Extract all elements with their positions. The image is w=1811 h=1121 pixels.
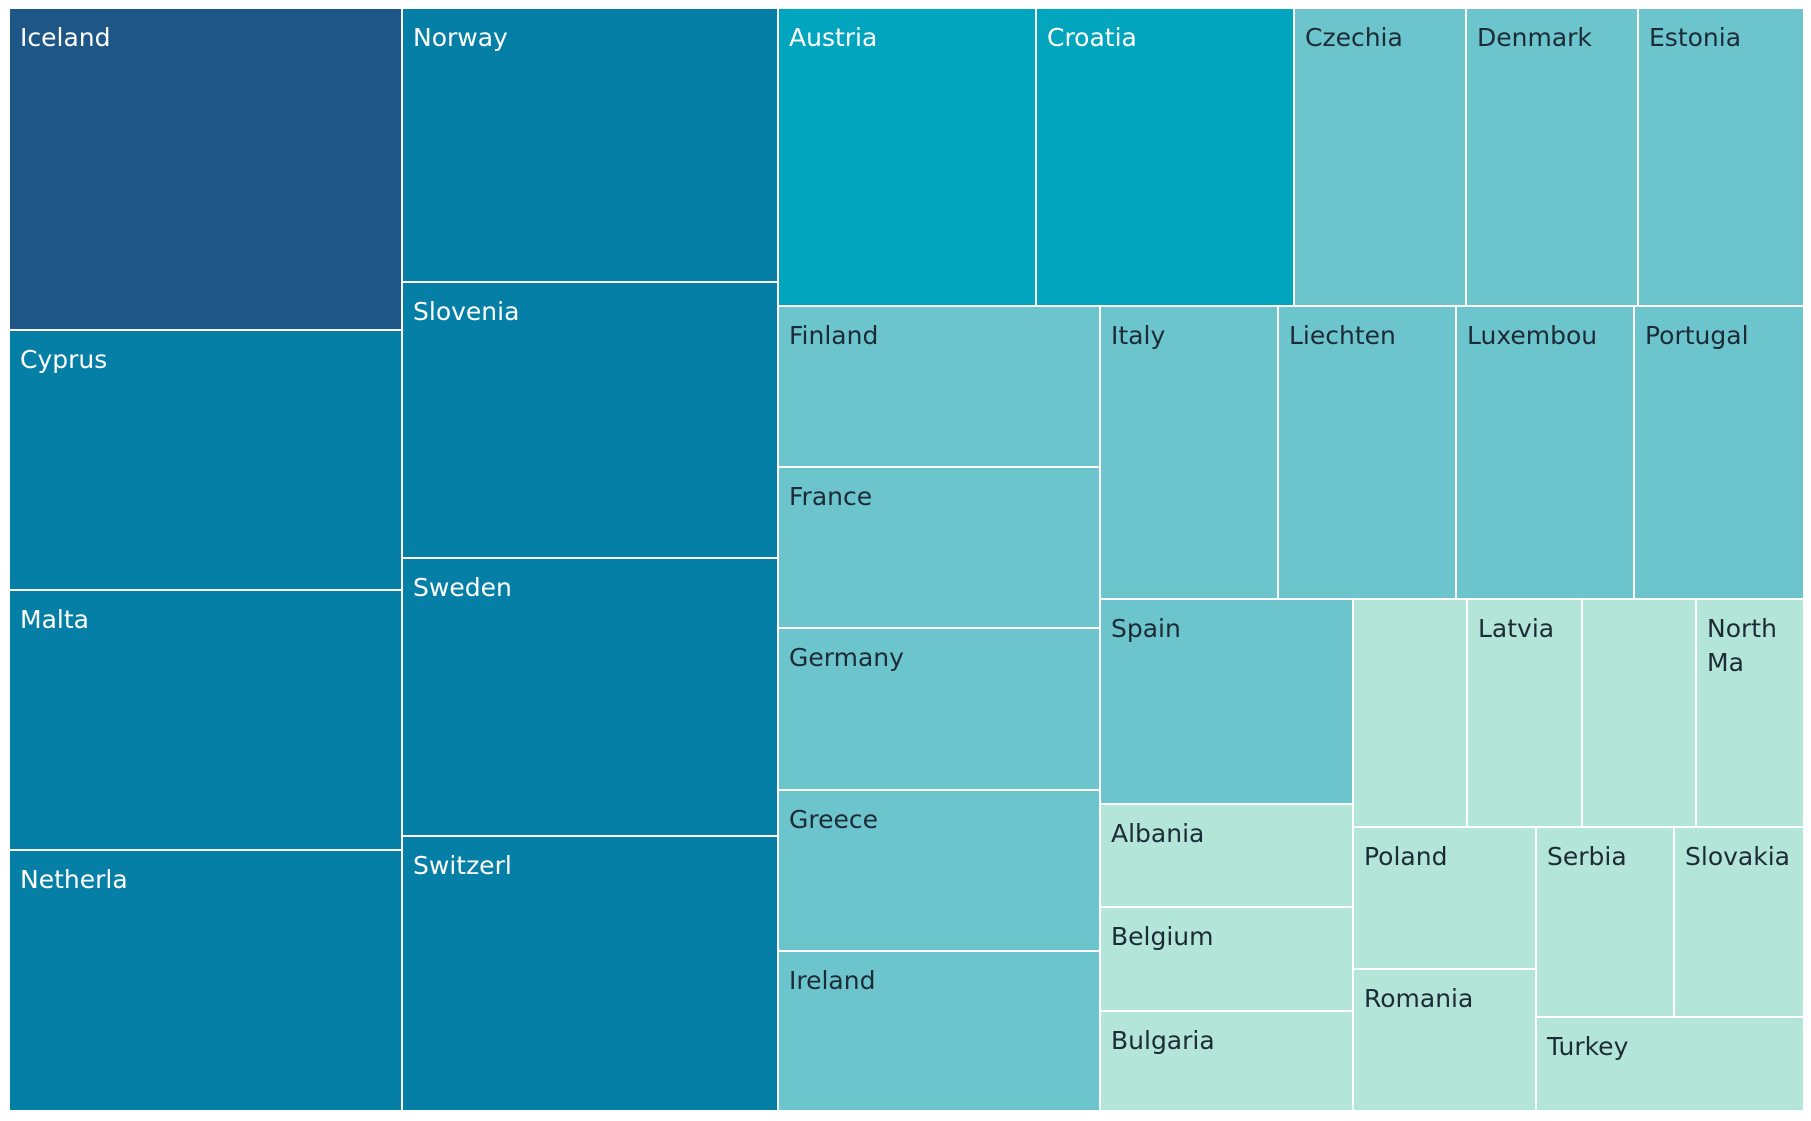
treemap-label-spain: Spain bbox=[1111, 614, 1181, 643]
treemap-label-slovakia: Slovakia bbox=[1685, 842, 1790, 871]
treemap-tile-albania bbox=[1099, 803, 1354, 908]
treemap-tile-romania bbox=[1352, 968, 1537, 1112]
treemap-label-estonia: Estonia bbox=[1649, 23, 1741, 52]
treemap-label-finland: Finland bbox=[789, 321, 878, 350]
treemap-tile-luxembou bbox=[1455, 305, 1635, 600]
treemap-tile-belgium bbox=[1099, 906, 1354, 1012]
treemap-tile-germany bbox=[777, 627, 1101, 791]
treemap-tile-switzerl bbox=[401, 835, 779, 1112]
treemap-label-north-ma: North Ma bbox=[1707, 614, 1777, 677]
treemap-tile-cyprus bbox=[8, 329, 403, 591]
treemap-label-liechten: Liechten bbox=[1289, 321, 1396, 350]
treemap-tile-unlabeled-28 bbox=[1581, 598, 1697, 828]
treemap-label-romania: Romania bbox=[1364, 984, 1473, 1013]
treemap-tile-austria bbox=[777, 7, 1037, 307]
treemap-label-latvia: Latvia bbox=[1478, 614, 1554, 643]
treemap-tile-slovenia bbox=[401, 281, 779, 559]
treemap-tile-malta bbox=[8, 589, 403, 851]
treemap-label-austria: Austria bbox=[789, 23, 877, 52]
treemap-tile-sweden bbox=[401, 557, 779, 837]
treemap-label-ireland: Ireland bbox=[789, 966, 875, 995]
treemap-tile-north-ma bbox=[1695, 598, 1805, 828]
treemap-tile-czechia bbox=[1293, 7, 1467, 307]
treemap-label-switzerl: Switzerl bbox=[413, 851, 512, 880]
treemap-label-bulgaria: Bulgaria bbox=[1111, 1026, 1215, 1055]
treemap-tile-portugal bbox=[1633, 305, 1805, 600]
treemap-label-slovenia: Slovenia bbox=[413, 297, 519, 326]
treemap-label-serbia: Serbia bbox=[1547, 842, 1627, 871]
treemap-tile-bulgaria bbox=[1099, 1010, 1354, 1112]
treemap-tile-estonia bbox=[1637, 7, 1805, 307]
treemap-label-netherla: Netherla bbox=[20, 865, 128, 894]
treemap-tile-latvia bbox=[1466, 598, 1583, 828]
treemap-tile-liechten bbox=[1277, 305, 1457, 600]
treemap-tile-unlabeled-26 bbox=[1352, 598, 1468, 828]
treemap-tile-poland bbox=[1352, 826, 1537, 970]
treemap-tile-denmark bbox=[1465, 7, 1639, 307]
treemap-tile-slovakia bbox=[1673, 826, 1805, 1018]
treemap-label-cyprus: Cyprus bbox=[20, 345, 107, 374]
treemap-label-norway: Norway bbox=[413, 23, 508, 52]
treemap-tile-spain bbox=[1099, 598, 1354, 805]
treemap-label-czechia: Czechia bbox=[1305, 23, 1403, 52]
treemap-label-sweden: Sweden bbox=[413, 573, 512, 602]
treemap-label-iceland: Iceland bbox=[20, 23, 110, 52]
treemap-label-luxembou: Luxembou bbox=[1467, 321, 1597, 350]
treemap-label-denmark: Denmark bbox=[1477, 23, 1592, 52]
treemap-label-malta: Malta bbox=[20, 605, 89, 634]
treemap-label-france: France bbox=[789, 482, 872, 511]
treemap-tile-italy bbox=[1099, 305, 1279, 600]
treemap-label-italy: Italy bbox=[1111, 321, 1165, 350]
treemap-label-albania: Albania bbox=[1111, 819, 1204, 848]
treemap-label-germany: Germany bbox=[789, 643, 904, 672]
treemap-label-belgium: Belgium bbox=[1111, 922, 1214, 951]
treemap-tile-finland bbox=[777, 305, 1101, 468]
treemap-tile-netherla bbox=[8, 849, 403, 1112]
treemap-label-turkey: Turkey bbox=[1546, 1032, 1629, 1061]
treemap-tile-turkey bbox=[1535, 1016, 1805, 1112]
treemap-tile-norway bbox=[401, 7, 779, 283]
treemap-label-portugal: Portugal bbox=[1645, 321, 1749, 350]
treemap-tile-ireland bbox=[777, 950, 1101, 1112]
treemap-tile-iceland bbox=[8, 7, 403, 331]
treemap-tile-croatia bbox=[1035, 7, 1295, 307]
treemap-label-greece: Greece bbox=[789, 805, 878, 834]
treemap-label-croatia: Croatia bbox=[1047, 23, 1137, 52]
treemap-label-poland: Poland bbox=[1364, 842, 1447, 871]
